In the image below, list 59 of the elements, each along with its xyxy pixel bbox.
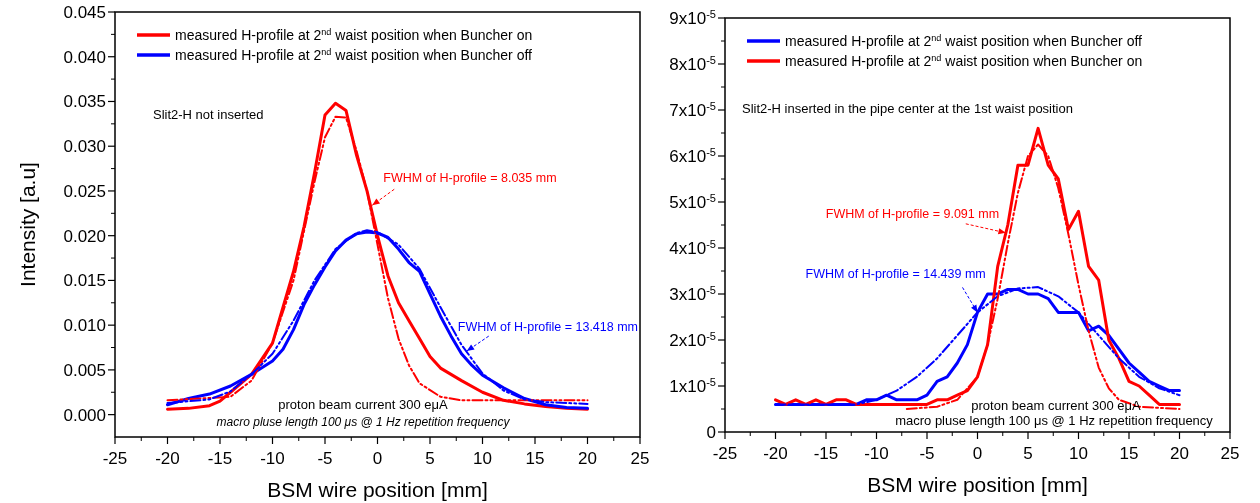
y-axis-title: Intensity [a.u]	[16, 162, 39, 287]
y-tick-label: 3x10$^{-5}$	[669, 284, 716, 304]
annotation: Slit2-H not inserted	[153, 107, 264, 122]
y-tick-label: 1x10$^{-5}$	[669, 376, 716, 396]
y-tick-label: 0.030	[63, 137, 106, 157]
y-tick-label: 0.035	[63, 92, 106, 112]
x-axis-title: BSM wire position [mm]	[867, 473, 1088, 496]
x-tick-label: -25	[102, 449, 128, 468]
x-tick-label: 0	[372, 449, 383, 468]
x-tick-label: -25	[712, 444, 738, 463]
annotation: FWHM of H-profile = 9.091 mm	[825, 206, 1000, 221]
y-tick-label: 0.020	[63, 226, 106, 246]
y-tick-label: 0	[706, 423, 716, 442]
y-tick-label: 0.000	[63, 405, 106, 425]
annotation: FWHM of H-profile = 14.439 mm	[805, 267, 986, 282]
legend-label: measured H-profile at 2$^{nd}$ waist position when Buncher off	[175, 47, 533, 63]
x-tick-label: -10	[260, 449, 285, 468]
y-tick-label: 0.025	[63, 181, 106, 201]
annotation: macro pluse length 100 μs @ 1 Hz repetition frequency	[216, 415, 511, 429]
y-tick-label: 7x10$^{-5}$	[669, 100, 716, 120]
y-tick-label: 2x10$^{-5}$	[669, 330, 716, 350]
x-tick-label: 10	[1069, 444, 1088, 463]
x-tick-label: -5	[919, 444, 935, 463]
y-tick-label: 0.040	[63, 47, 106, 67]
y-tick-label: 6x10$^{-5}$	[669, 146, 716, 166]
x-tick-label: 5	[425, 449, 435, 468]
x-tick-label: 25	[1220, 444, 1240, 463]
x-tick-label: 10	[473, 449, 492, 468]
y-tick-label: 8x10$^{-5}$	[669, 54, 716, 74]
x-tick-label: -10	[864, 444, 889, 463]
annotation: macro pluse length 100 μs @ 1 Hz repetition frequency	[895, 413, 1214, 428]
y-tick-label: 5x10$^{-5}$	[669, 192, 716, 212]
y-tick-label: 0.005	[63, 360, 106, 380]
y-tick-label: 0.010	[63, 316, 106, 336]
annotation: proton beam current 300 eμA	[278, 397, 449, 412]
x-tick-label: 5	[1023, 444, 1033, 463]
annotation: FWHM of H-profile = 8.035 mm	[383, 171, 557, 186]
x-tick-label: 20	[1170, 444, 1189, 463]
annotation: proton beam current 300 eμA	[971, 398, 1142, 413]
y-tick-label: 4x10$^{-5}$	[669, 238, 716, 258]
x-tick-label: -15	[813, 444, 839, 463]
annotation: FWHM of H-profile = 13.418 mm	[457, 320, 639, 335]
y-tick-label: 0.045	[63, 3, 106, 22]
x-tick-label: 15	[525, 449, 545, 468]
legend-label: measured H-profile at 2$^{nd}$ waist position when Buncher off	[785, 33, 1143, 49]
x-tick-label: 15	[1119, 444, 1139, 463]
x-tick-label: 20	[578, 449, 597, 468]
x-tick-label: -15	[207, 449, 233, 468]
y-tick-label: 9x10$^{-5}$	[669, 8, 716, 28]
legend-label: measured H-profile at 2$^{nd}$ waist position when Buncher on	[785, 53, 1143, 69]
y-tick-label: 0.015	[63, 271, 106, 291]
x-tick-label: -5	[317, 449, 333, 468]
x-tick-label: -20	[155, 449, 180, 468]
annotation: Slit2-H inserted in the pipe center at the 1st waist position	[742, 101, 1073, 116]
x-tick-label: 25	[630, 449, 650, 468]
x-tick-label: 0	[972, 444, 983, 463]
x-axis-title: BSM wire position [mm]	[267, 478, 488, 501]
x-tick-label: -20	[763, 444, 788, 463]
legend-label: measured H-profile at 2$^{nd}$ waist position when Buncher on	[175, 27, 533, 43]
